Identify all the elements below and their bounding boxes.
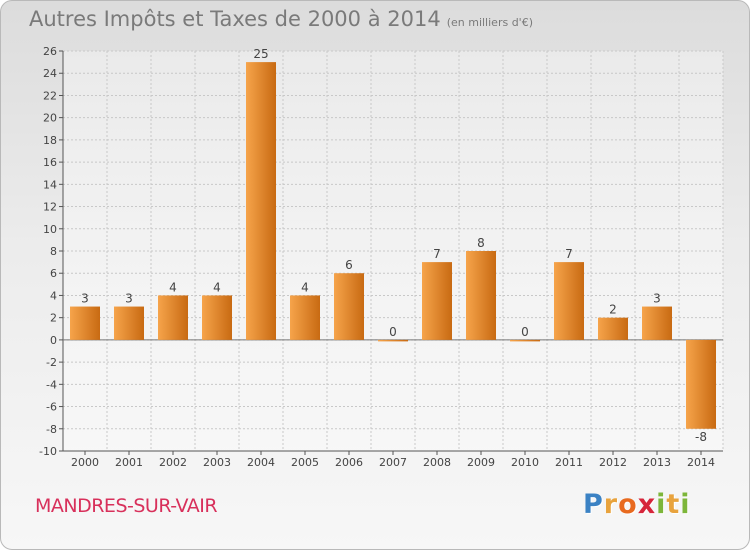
y-tick-label: -2 [46,356,57,369]
logo-letter: P [583,489,604,520]
y-tick-label: -4 [46,378,57,391]
y-tick-label: 18 [43,134,57,147]
x-tick-label-2014: 2014 [687,456,715,469]
data-label-2001: 3 [125,292,133,306]
logo-letter: o [618,489,638,520]
x-tick-label-2012: 2012 [599,456,627,469]
bar-2012 [598,317,628,340]
bar-2011 [554,262,584,340]
y-tick-label: 6 [50,267,57,280]
logo-letter: i [656,489,667,520]
bar-2008 [422,262,452,340]
chart-title: Autres Impôts et Taxes de 2000 à 2014 (en… [29,7,533,31]
y-tick-label: 0 [50,334,57,347]
data-label-2003: 4 [213,280,221,294]
bar-2005 [290,295,320,340]
bar-layer [70,62,716,429]
x-tick-label-2001: 2001 [115,456,143,469]
x-tick-label-2003: 2003 [203,456,231,469]
bar-2003 [202,295,232,340]
data-label-2005: 4 [301,280,309,294]
x-tick-label-2004: 2004 [247,456,275,469]
x-tick-label-2007: 2007 [379,456,407,469]
y-tick-label: 24 [43,67,57,80]
grid-layer [62,50,724,452]
x-tick-label-2010: 2010 [511,456,539,469]
y-tick-label: 12 [43,201,57,214]
y-tick-label: -6 [46,401,57,414]
data-label-2014: -8 [695,430,707,444]
y-tick-label: 8 [50,245,57,258]
y-tick-label: 14 [43,178,57,191]
x-tick-label-2006: 2006 [335,456,363,469]
x-tick-label-2008: 2008 [423,456,451,469]
x-tick-label-2009: 2009 [467,456,495,469]
y-tick-label: -8 [46,423,57,436]
bar-2001 [114,306,144,340]
x-tick-label-2000: 2000 [71,456,99,469]
data-label-2008: 7 [433,247,441,261]
data-label-2002: 4 [169,280,177,294]
bar-2009 [466,251,496,340]
data-label-2009: 8 [477,236,485,250]
y-tick-label: 4 [50,289,57,302]
bar-2007 [378,339,408,342]
logo-letter: t [666,489,681,520]
y-tick-label: 26 [43,45,57,58]
x-tick-label-2005: 2005 [291,456,319,469]
chart-subtitle: (en milliers d'€) [446,16,533,29]
logo-letter: x [637,489,657,520]
bar-2014 [686,339,716,429]
commune-name: MANDRES-SUR-VAIR [35,495,218,517]
data-label-2012: 2 [609,303,617,317]
data-label-2007: 0 [389,325,397,339]
data-label-2010: 0 [521,325,529,339]
x-tick-label-2011: 2011 [555,456,583,469]
proxiti-logo: Proxiti [583,489,691,520]
bar-2004 [246,62,276,340]
chart-title-text: Autres Impôts et Taxes de 2000 à 2014 [29,7,441,31]
bar-2000 [70,306,100,340]
y-tick-label: -10 [39,445,57,458]
bar-2002 [158,295,188,340]
data-label-2000: 3 [81,292,89,306]
data-label-2004: 25 [253,47,268,61]
y-tick-label: 22 [43,89,57,102]
y-tick-label: 16 [43,156,57,169]
logo-letter: i [680,489,691,520]
data-label-2006: 6 [345,258,353,272]
y-tick-label: 20 [43,112,57,125]
data-label-2011: 7 [565,247,573,261]
bar-2013 [642,306,672,340]
bar-2006 [334,273,364,340]
x-tick-label-2013: 2013 [643,456,671,469]
bar-2010 [510,339,540,342]
y-tick-label: 10 [43,223,57,236]
x-tick-label-2002: 2002 [159,456,187,469]
data-label-2013: 3 [653,292,661,306]
y-tick-label: 2 [50,312,57,325]
logo-letter: r [603,489,619,520]
